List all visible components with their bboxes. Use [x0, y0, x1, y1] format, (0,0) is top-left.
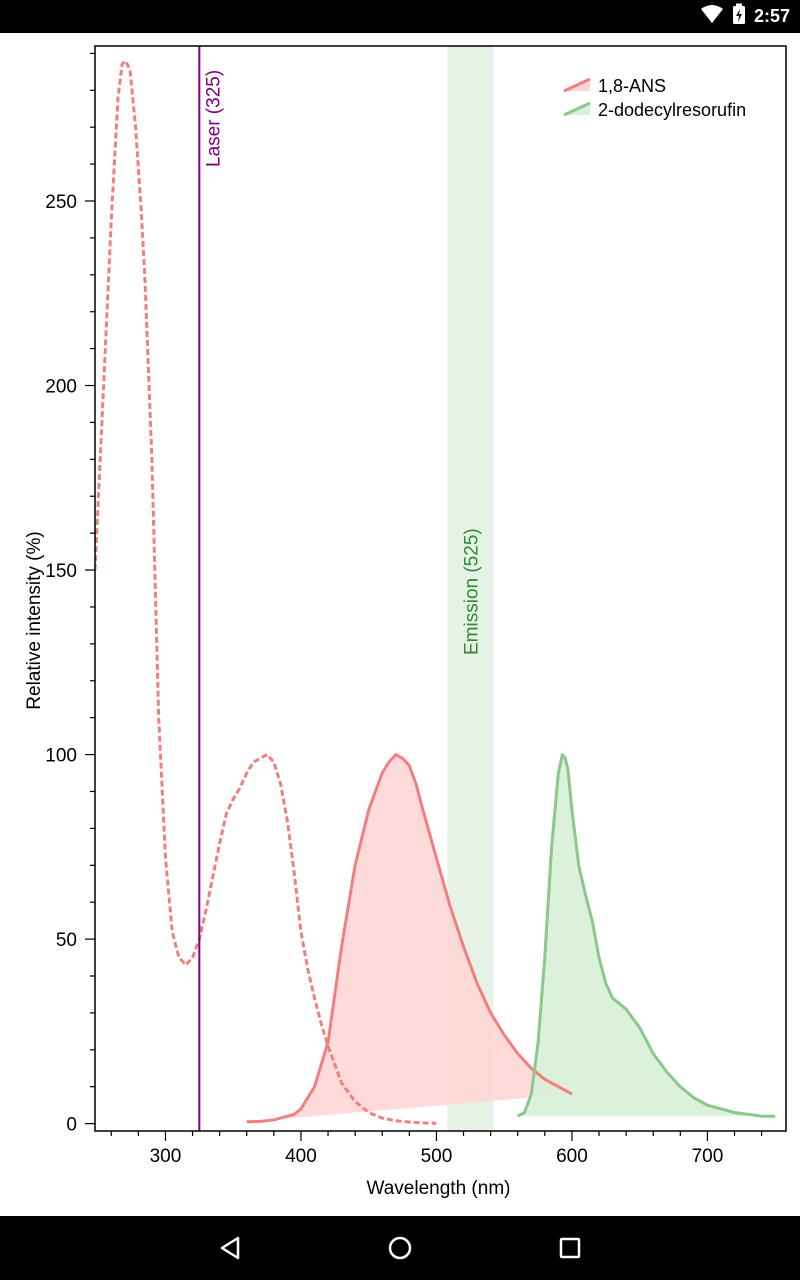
y-tick-label: 0: [66, 1115, 77, 1136]
legend-label: 2-dodecylresorufin: [598, 100, 746, 120]
series-fill-2: [517, 754, 776, 1117]
legend-swatch-line: [563, 101, 591, 117]
x-tick-label: 300: [150, 1146, 182, 1167]
back-button[interactable]: [190, 1216, 270, 1280]
series-fill-1: [246, 754, 572, 1122]
series-line-0: [95, 59, 437, 1125]
status-time: 2:57: [753, 6, 790, 26]
wifi-icon: [700, 4, 724, 29]
chart-svg: 300 400 500 600 700 0 50 100 150 200 250 Wavelength…: [24, 45, 787, 1199]
spectra-chart: 300 400 500 600 700 0 50 100 150 200 250 Wavelength…: [0, 33, 800, 1216]
home-button[interactable]: [360, 1216, 440, 1280]
series-line-1: [246, 753, 573, 1124]
legend-swatch-line: [563, 77, 591, 93]
recents-icon: [559, 1237, 581, 1259]
plot-frame: [94, 45, 787, 1132]
battery-charging-icon: [732, 3, 746, 30]
x-tick-label: 400: [285, 1146, 317, 1167]
status-icons: 2:57: [700, 0, 790, 33]
status-bar: 2:57: [0, 0, 800, 33]
y-tick-label: 50: [56, 930, 77, 951]
series-line-2: [516, 753, 776, 1118]
x-tick-label: 600: [556, 1146, 588, 1167]
x-axis-label: Wavelength (nm): [367, 1178, 511, 1199]
home-icon: [388, 1236, 412, 1260]
y-tick-label: 150: [45, 561, 77, 582]
y-tick-label: 100: [45, 746, 77, 767]
x-tick-label: 700: [692, 1146, 724, 1167]
y-tick-label: 200: [45, 377, 77, 398]
y-axis-label: Relative intensity (%): [24, 531, 45, 709]
laser-label: Laser (325): [203, 70, 224, 167]
x-tick-label: 500: [421, 1146, 453, 1167]
recents-button[interactable]: [530, 1216, 610, 1280]
back-icon: [220, 1236, 240, 1260]
emission-label: Emission (525): [461, 528, 482, 655]
legend-label: 1,8-ANS: [598, 76, 666, 96]
navigation-bar: [0, 1216, 800, 1280]
y-tick-label: 250: [45, 192, 77, 213]
